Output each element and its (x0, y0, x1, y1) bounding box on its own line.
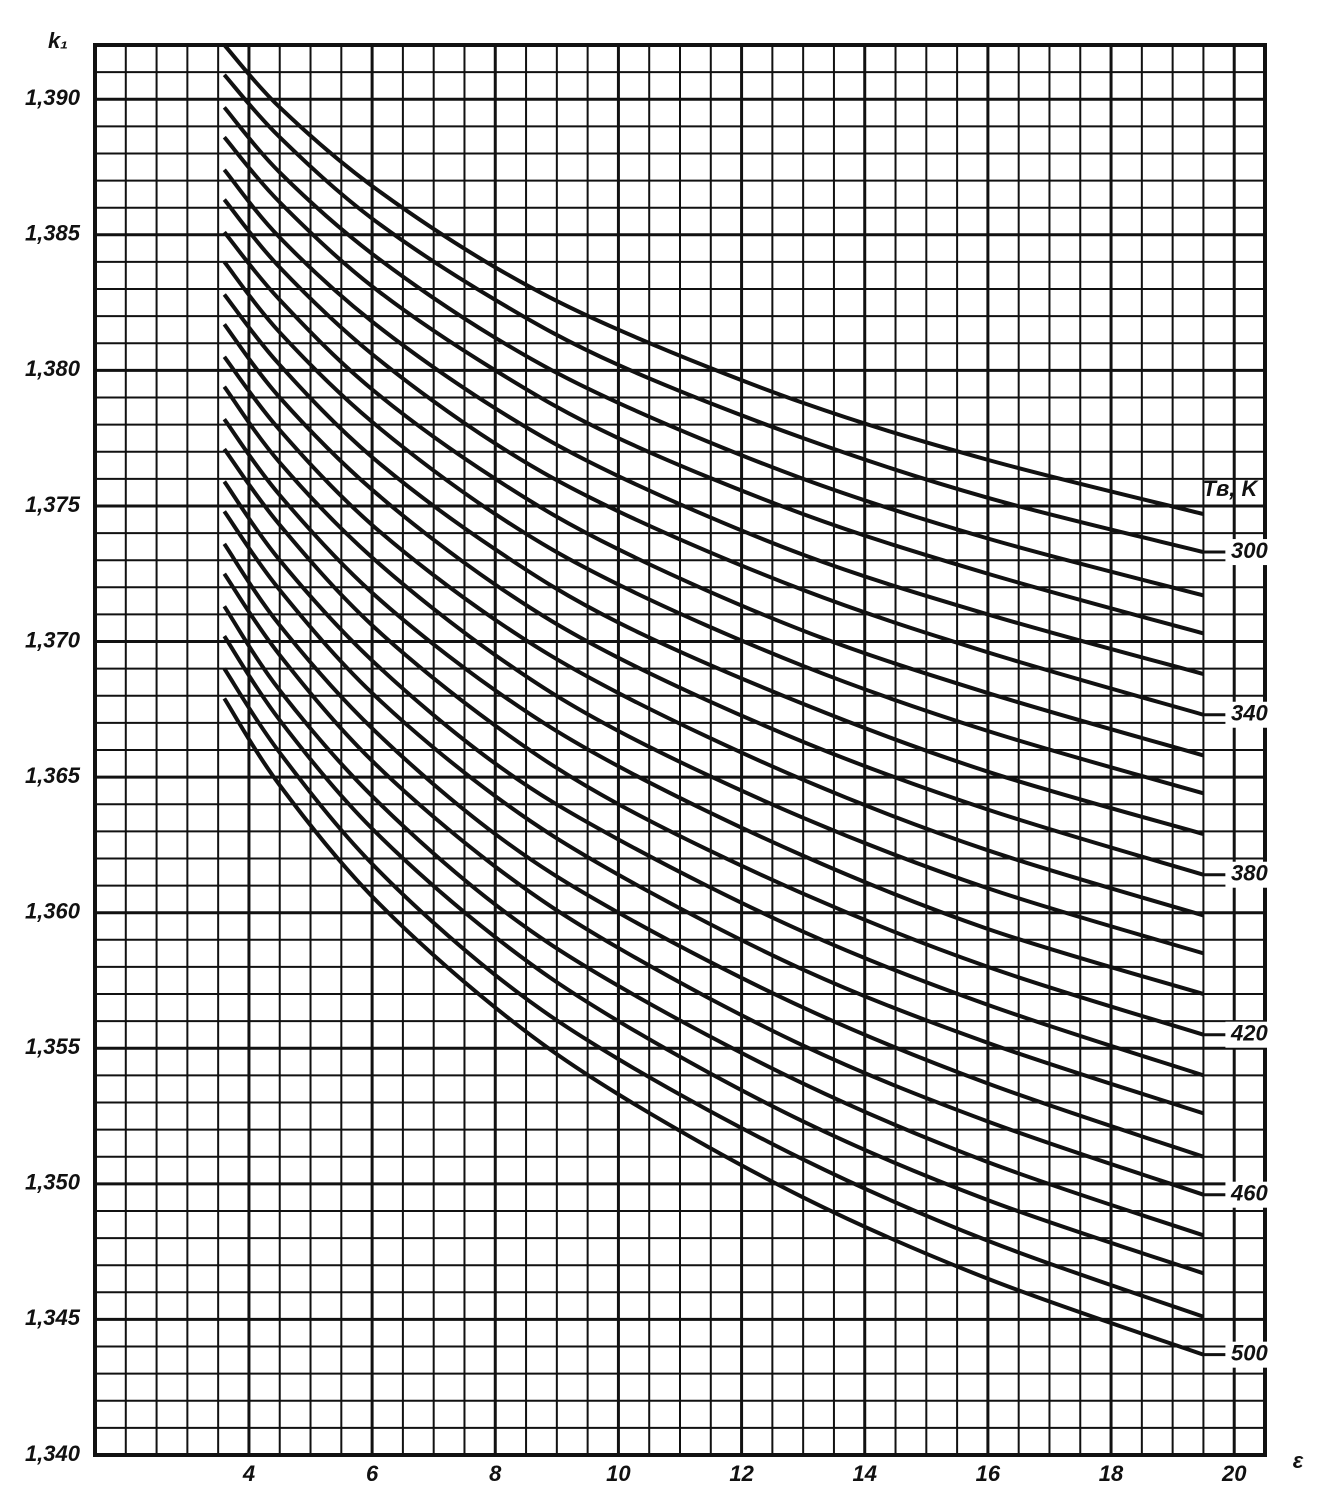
y-tick-label: 1,340 (25, 1441, 81, 1466)
x-tick-label: 16 (976, 1461, 1001, 1486)
curve (222, 198, 1204, 717)
label-bg (1225, 861, 1274, 888)
curve (222, 480, 1205, 1078)
curve (222, 230, 1204, 758)
curve (222, 542, 1205, 1159)
x-tick-label: 10 (606, 1461, 631, 1486)
x-axis-label: ε (1293, 1448, 1304, 1473)
curve (222, 447, 1205, 1037)
curve (222, 510, 1205, 1116)
curve (222, 106, 1204, 598)
curve (222, 43, 1204, 517)
legend-title: Tв, K (1203, 476, 1260, 501)
series-label: 300 (1231, 538, 1268, 563)
series-label: 460 (1230, 1181, 1268, 1206)
label-bg (1225, 701, 1274, 728)
y-axis-label: k₁ (48, 28, 68, 53)
x-tick-label: 14 (852, 1461, 876, 1486)
label-bg (1225, 539, 1274, 566)
x-tick-label: 20 (1221, 1461, 1247, 1486)
series-label: 380 (1231, 861, 1268, 886)
label-bg (1225, 1341, 1274, 1368)
curve (222, 260, 1204, 796)
y-tick-label: 1,350 (25, 1170, 81, 1195)
curve (222, 168, 1204, 677)
plot-frame (93, 43, 1267, 1457)
curve (222, 385, 1204, 956)
y-tick-label: 1,355 (25, 1034, 81, 1059)
curve (222, 323, 1204, 877)
y-tick-label: 1,385 (25, 221, 81, 246)
y-tick-label: 1,345 (25, 1305, 81, 1330)
curve (222, 572, 1205, 1197)
series-label: 500 (1231, 1340, 1268, 1365)
curve (222, 293, 1204, 836)
curve (222, 667, 1205, 1319)
label-bg (1225, 1181, 1274, 1208)
curve (222, 697, 1205, 1357)
x-tick-label: 6 (366, 1461, 379, 1486)
label-bg (1225, 1021, 1274, 1048)
y-tick-label: 1,360 (25, 899, 81, 924)
y-tick-label: 1,365 (25, 763, 81, 788)
curve (222, 418, 1204, 996)
series-label: 340 (1231, 701, 1268, 726)
x-tick-label: 12 (729, 1461, 754, 1486)
y-tick-label: 1,380 (25, 356, 81, 381)
curve (222, 605, 1205, 1238)
x-tick-label: 8 (489, 1461, 502, 1486)
y-tick-label: 1,390 (25, 85, 81, 110)
curve (222, 355, 1204, 918)
curve (222, 73, 1204, 554)
y-tick-label: 1,375 (25, 492, 81, 517)
curve (222, 635, 1205, 1276)
y-tick-label: 1,370 (25, 627, 81, 652)
x-tick-label: 4 (242, 1461, 255, 1486)
curve (222, 135, 1204, 636)
x-tick-label: 18 (1099, 1461, 1124, 1486)
series-label: 420 (1230, 1021, 1268, 1046)
